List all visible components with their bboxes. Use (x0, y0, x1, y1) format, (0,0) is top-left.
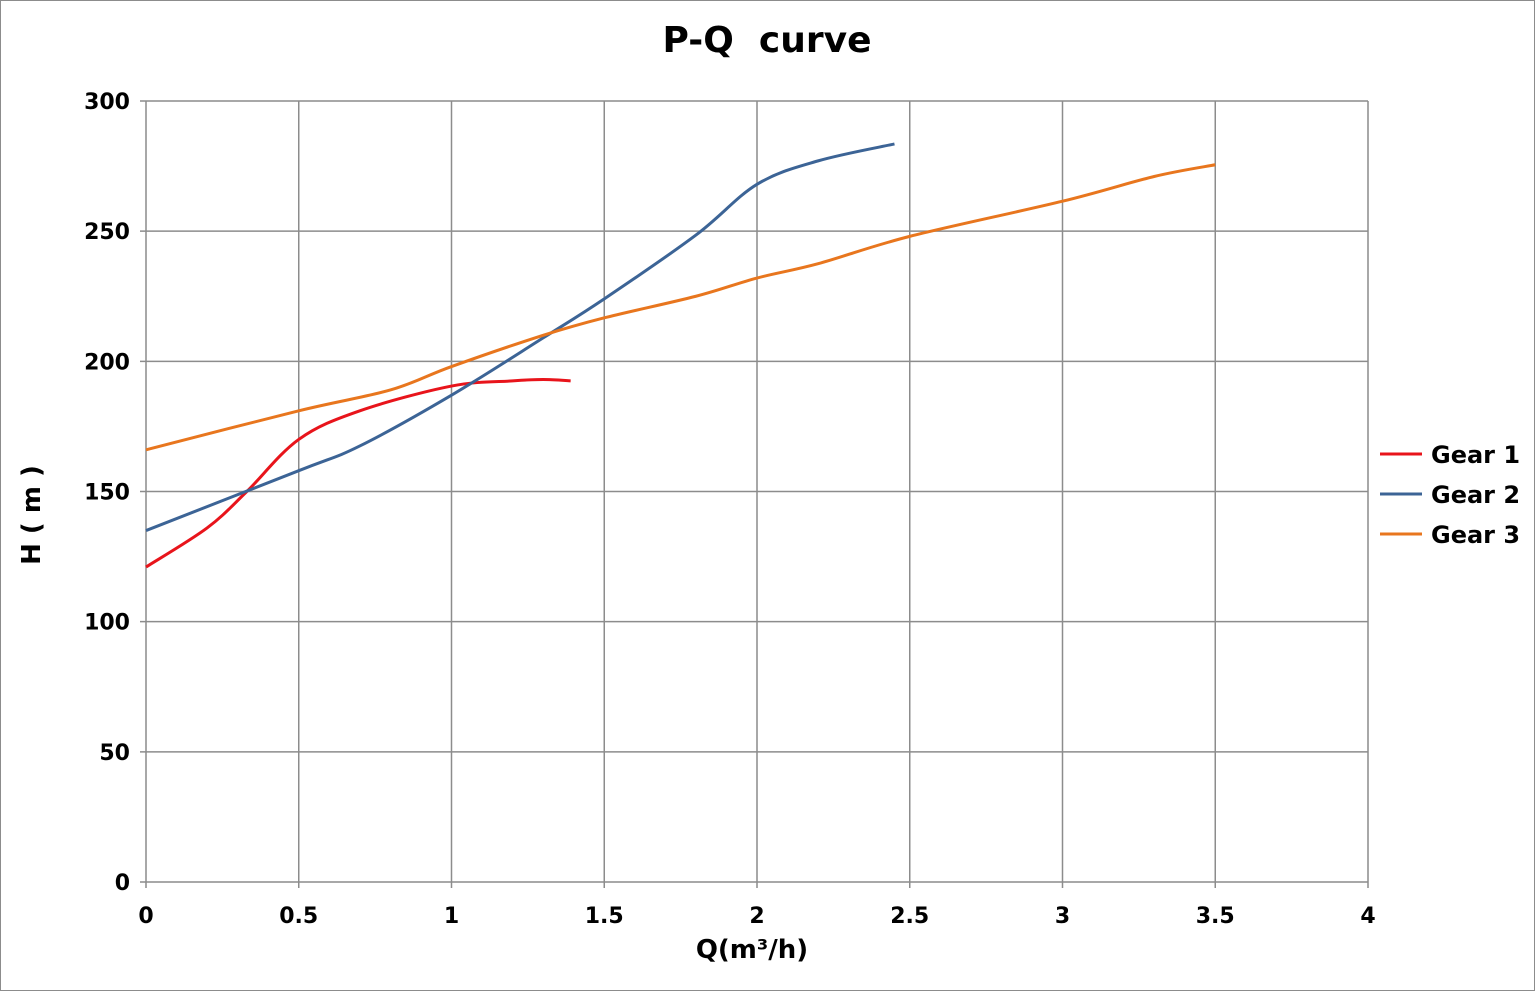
legend-label: Gear 3 (1431, 521, 1520, 549)
legend-label: Gear 2 (1431, 481, 1520, 509)
chart-title: P-Q curve (663, 20, 872, 61)
x-tick-label: 4 (1360, 904, 1375, 929)
legend-label: Gear 1 (1431, 441, 1520, 469)
series-line-gear-3 (145, 163, 1216, 452)
y-tick-label: 200 (84, 350, 130, 375)
x-tick-label: 3.5 (1196, 904, 1235, 929)
series-line-gear-1 (145, 378, 571, 569)
y-tick-label: 300 (84, 90, 130, 115)
y-tick-label: 50 (99, 741, 130, 766)
tick-labels: 0 0.5 1 1.5 2 2.5 3 3.5 4 0 50 100 150 200 250 300 (84, 90, 1376, 929)
x-tick-label: 1 (444, 904, 459, 929)
y-tick-label: 150 (84, 481, 130, 506)
y-axis-label: H ( m ) (17, 465, 47, 565)
x-tick-label: 2 (749, 904, 764, 929)
y-tick-label: 0 (115, 871, 130, 896)
grid (140, 100, 1369, 888)
x-axis-label: Q(m³/h) (696, 935, 808, 965)
x-tick-label: 0.5 (279, 904, 318, 929)
series-line-gear-2 (145, 142, 895, 532)
legend: Gear 1 Gear 2 Gear 3 (1380, 441, 1520, 549)
x-tick-label: 3 (1055, 904, 1070, 929)
series-lines (145, 142, 1216, 569)
x-tick-label: 2.5 (890, 904, 929, 929)
x-tick-label: 0 (138, 904, 153, 929)
y-tick-label: 250 (84, 220, 130, 245)
x-tick-label: 1.5 (585, 904, 624, 929)
y-tick-label: 100 (84, 611, 130, 636)
